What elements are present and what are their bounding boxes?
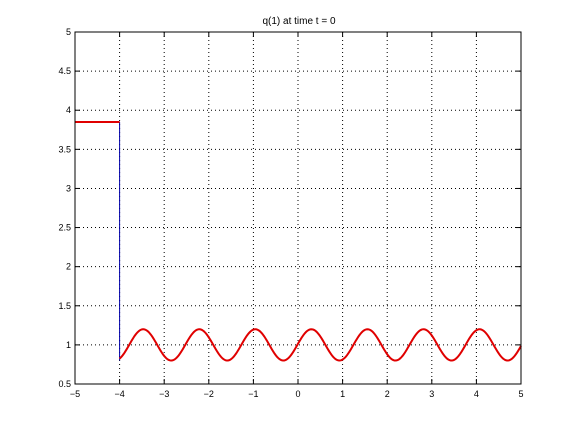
sine-wave-line [118, 328, 522, 362]
x-tick-label: −4 [114, 389, 124, 399]
axis-ticks: −5 −4 −3 −2 −1 0 1 2 3 4 5 0.5 1 1.5 2 2.5 3 3.5 4 4.5 5 [58, 27, 523, 399]
x-tick-label: 4 [474, 389, 479, 399]
x-tick-label: −1 [248, 389, 258, 399]
y-tick-label: 5 [66, 27, 71, 37]
y-tick-label: 1 [66, 340, 71, 350]
y-tick-label: 2.5 [58, 223, 71, 233]
x-tick-label: 3 [429, 389, 434, 399]
x-tick-label: −5 [70, 389, 80, 399]
chart-title: q(1) at time t = 0 [262, 16, 336, 27]
y-tick-label: 4.5 [58, 66, 71, 76]
y-tick-label: 2 [66, 262, 71, 272]
x-tick-label: −2 [204, 389, 214, 399]
plot-series [75, 120, 522, 362]
y-tick-label: 0.5 [58, 379, 71, 389]
y-tick-label: 1.5 [58, 301, 71, 311]
x-tick-label: 0 [295, 389, 300, 399]
y-tick-label: 3.5 [58, 144, 71, 154]
x-tick-label: 5 [518, 389, 523, 399]
x-tick-label: −3 [159, 389, 169, 399]
y-tick-label: 4 [66, 105, 71, 115]
grid-lines [75, 32, 521, 384]
x-tick-label: 2 [385, 389, 390, 399]
y-tick-label: 3 [66, 183, 71, 193]
x-tick-label: 1 [340, 389, 345, 399]
